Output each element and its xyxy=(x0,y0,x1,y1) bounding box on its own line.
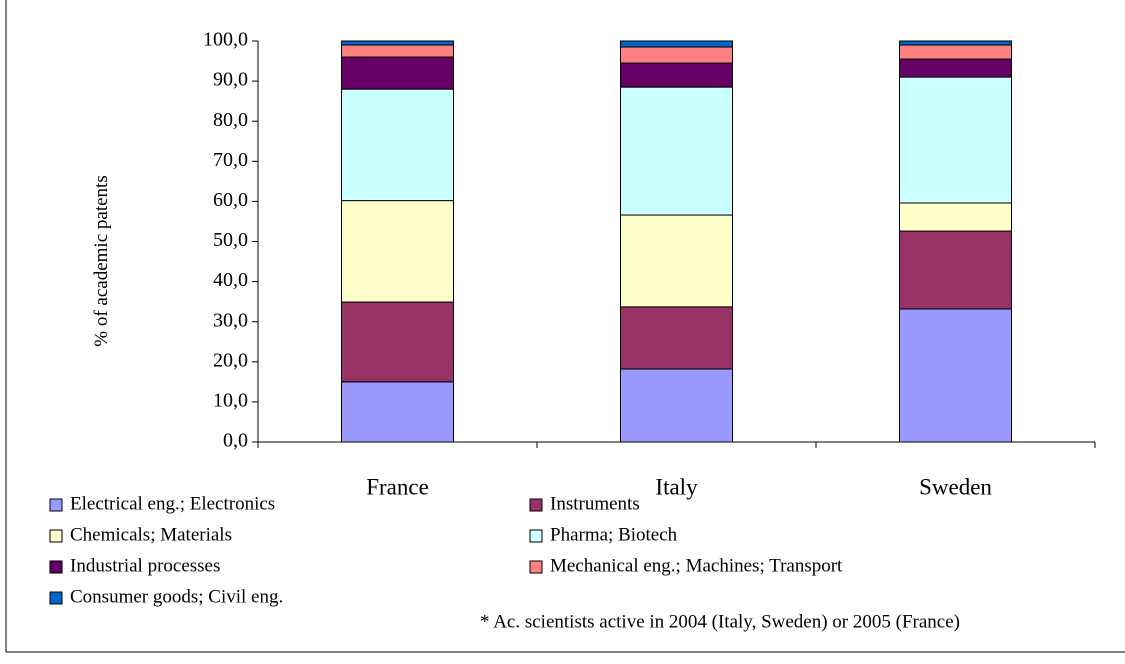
legend-swatch xyxy=(529,560,543,574)
legend-label: Electrical eng.; Electronics xyxy=(70,493,275,514)
y-tick-label: 100,0 xyxy=(203,29,248,51)
footnote: * Ac. scientists active in 2004 (Italy, … xyxy=(480,611,960,632)
bar-segment xyxy=(620,306,733,370)
legend-swatch xyxy=(49,498,63,512)
x-tick-label: Italy xyxy=(655,474,698,499)
bar-segment xyxy=(341,88,454,202)
bar-segment xyxy=(899,58,1012,78)
x-tick-label: France xyxy=(366,474,429,499)
y-tick-label: 0,0 xyxy=(223,430,248,452)
y-tick-label: 20,0 xyxy=(213,349,248,371)
bar-segment xyxy=(341,44,454,58)
y-tick-label: 90,0 xyxy=(213,69,248,91)
bar-segment xyxy=(341,40,454,46)
bar-segment xyxy=(341,200,454,303)
bar-segment xyxy=(620,40,733,48)
legend-label: Pharma; Biotech xyxy=(550,524,678,545)
legend-swatch xyxy=(49,560,63,574)
bar-segment xyxy=(899,44,1012,60)
bar-segment xyxy=(899,40,1012,46)
legend-swatch xyxy=(49,591,63,605)
bar-segment xyxy=(620,368,733,443)
bar-segment xyxy=(899,308,1012,443)
legend-swatch xyxy=(529,529,543,543)
y-axis-title: % of academic patents xyxy=(91,175,112,347)
bar-segment xyxy=(899,76,1012,204)
legend-label: Consumer goods; Civil eng. xyxy=(70,586,283,607)
bar-segment xyxy=(341,381,454,443)
bar-segment xyxy=(620,62,733,88)
legend-label: Industrial processes xyxy=(70,555,220,576)
bar-segment xyxy=(620,46,733,64)
legend-swatch xyxy=(529,498,543,512)
bar-segment xyxy=(620,86,733,216)
y-tick-label: 70,0 xyxy=(213,149,248,171)
y-tick-label: 60,0 xyxy=(213,189,248,211)
bar-segment xyxy=(899,230,1012,310)
legend-label: Chemicals; Materials xyxy=(70,524,232,545)
bar-segment xyxy=(341,301,454,383)
x-tick-label: Sweden xyxy=(919,474,992,499)
y-tick-label: 10,0 xyxy=(213,389,248,411)
legend-label: Instruments xyxy=(550,493,640,514)
y-tick-label: 80,0 xyxy=(213,109,248,131)
bar-segment xyxy=(620,214,733,308)
legend-swatch xyxy=(49,529,63,543)
y-tick-label: 40,0 xyxy=(213,269,248,291)
y-tick-label: 50,0 xyxy=(213,229,248,251)
bar-segment xyxy=(899,202,1012,232)
y-tick-label: 30,0 xyxy=(213,309,248,331)
bar-segment xyxy=(341,56,454,90)
legend-label: Mechanical eng.; Machines; Transport xyxy=(550,555,843,576)
